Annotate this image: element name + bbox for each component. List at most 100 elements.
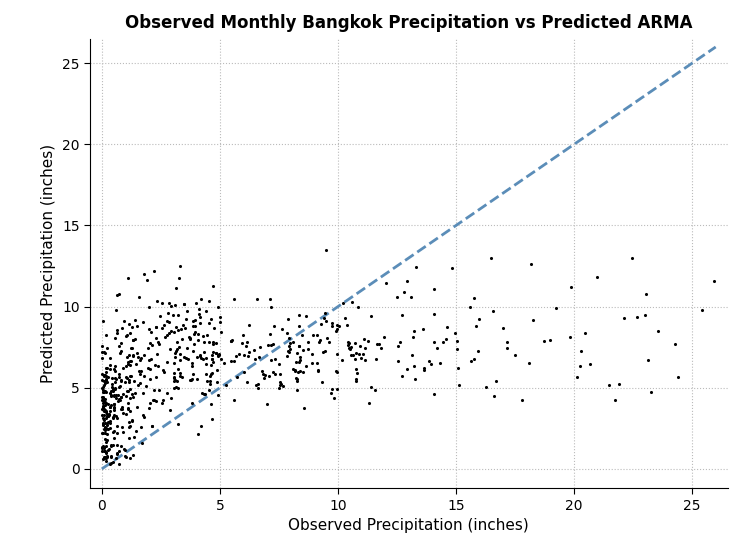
Point <box>186 375 198 384</box>
Point <box>100 423 112 432</box>
Point <box>451 345 463 354</box>
Point <box>98 386 110 395</box>
Point <box>230 351 242 360</box>
Point <box>98 398 109 407</box>
Point <box>209 349 221 358</box>
Point <box>104 402 116 411</box>
Point <box>208 340 220 349</box>
Point <box>440 335 452 344</box>
Point <box>252 384 264 392</box>
Point <box>116 324 128 332</box>
Point <box>99 434 111 443</box>
Point <box>252 380 264 388</box>
Point <box>122 319 134 328</box>
Point <box>99 397 111 406</box>
Point <box>142 344 154 352</box>
Point <box>205 360 217 369</box>
Point <box>111 450 123 458</box>
Point <box>109 374 121 383</box>
Point <box>331 368 343 377</box>
Point <box>337 299 349 308</box>
Point <box>449 329 461 337</box>
Point <box>100 407 112 416</box>
Point <box>295 352 307 361</box>
Point <box>194 351 206 360</box>
Point <box>490 376 502 385</box>
Point <box>122 387 134 396</box>
Point <box>153 386 165 395</box>
Point <box>331 384 343 393</box>
Point <box>213 351 225 360</box>
Point <box>110 325 122 334</box>
Point <box>225 337 237 346</box>
Point <box>119 446 131 455</box>
Point <box>242 378 254 387</box>
Point <box>98 429 109 438</box>
Point <box>163 317 175 326</box>
Point <box>133 293 145 302</box>
Point <box>401 365 413 374</box>
Point <box>452 364 464 372</box>
Point <box>165 301 177 310</box>
Point <box>123 418 135 427</box>
Point <box>138 270 150 279</box>
Point <box>100 425 112 433</box>
Point <box>198 348 210 357</box>
Point <box>574 362 586 371</box>
Point <box>101 410 113 418</box>
Point <box>212 391 224 400</box>
Point <box>166 310 178 319</box>
Point <box>210 349 222 357</box>
Point <box>369 386 381 395</box>
Point <box>269 354 281 363</box>
Point <box>168 359 180 367</box>
Point <box>100 438 112 447</box>
Point <box>197 390 209 398</box>
Point <box>206 355 218 364</box>
Point <box>104 410 116 419</box>
Point <box>194 319 206 327</box>
Point <box>147 396 159 405</box>
Point <box>211 378 223 387</box>
Point <box>149 361 161 370</box>
Point <box>97 316 109 325</box>
Point <box>203 377 215 386</box>
Point <box>109 385 121 393</box>
Point <box>100 448 112 457</box>
Point <box>178 299 190 308</box>
Point <box>143 403 155 412</box>
Point <box>137 389 149 398</box>
Point <box>183 333 195 342</box>
Point <box>98 348 110 357</box>
Point <box>109 367 121 376</box>
Point <box>380 278 392 287</box>
Point <box>195 354 207 363</box>
Point <box>98 403 109 412</box>
Point <box>669 340 681 349</box>
Point <box>104 452 116 461</box>
Point <box>129 315 141 324</box>
Point <box>100 407 112 416</box>
Point <box>214 317 226 326</box>
Point <box>99 423 111 432</box>
Point <box>138 350 150 359</box>
Point <box>141 276 153 285</box>
Point <box>98 453 109 462</box>
Point <box>209 324 220 332</box>
Point <box>192 429 204 438</box>
Point <box>342 338 354 347</box>
Point <box>243 347 255 356</box>
Point <box>501 338 513 347</box>
Point <box>158 367 170 376</box>
Point <box>302 344 314 353</box>
Point <box>200 370 212 379</box>
Point <box>98 455 109 464</box>
Point <box>584 360 596 369</box>
Point <box>565 332 577 341</box>
Point <box>496 324 508 333</box>
Point <box>111 441 123 450</box>
Point <box>107 386 119 395</box>
Point <box>428 310 440 319</box>
Point <box>99 349 111 357</box>
Point <box>104 402 116 411</box>
